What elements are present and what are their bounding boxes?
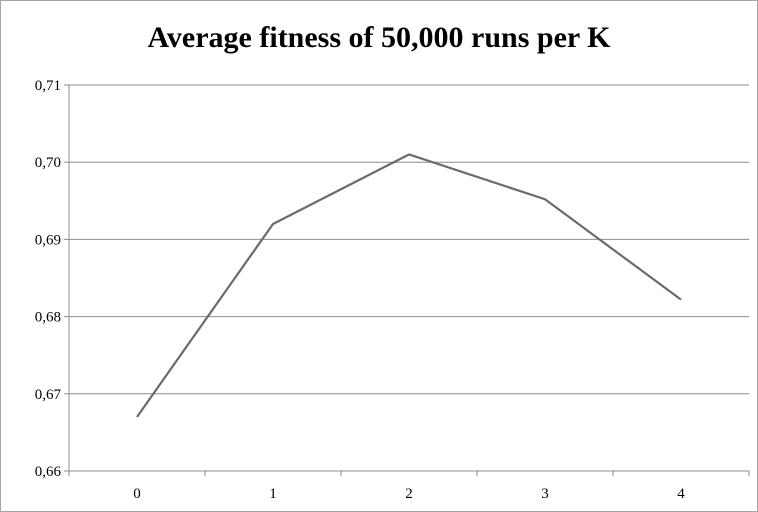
y-tick-label: 0,68 xyxy=(35,310,61,326)
y-tick-label: 0,66 xyxy=(35,464,62,480)
x-tick-label: 4 xyxy=(677,486,685,502)
axes xyxy=(64,84,750,476)
series xyxy=(136,153,682,418)
y-tick-label: 0,67 xyxy=(35,387,62,403)
y-tick-label: 0,69 xyxy=(35,232,61,248)
x-tick-label: 1 xyxy=(269,486,277,502)
chart-title: Average fitness of 50,000 runs per K xyxy=(147,21,611,54)
y-tick-label: 0,71 xyxy=(35,78,61,94)
y-tick-label: 0,70 xyxy=(35,155,61,171)
x-tick-label: 3 xyxy=(541,486,549,502)
gridlines xyxy=(69,84,749,395)
x-tick-label: 2 xyxy=(405,486,413,502)
x-tick-label: 0 xyxy=(133,486,141,502)
y-tick-labels: 0,66 0,67 0,68 0,69 0,70 0,71 xyxy=(35,78,62,480)
x-tick-labels: 0 1 2 3 4 xyxy=(133,486,685,502)
series-line xyxy=(136,153,682,418)
